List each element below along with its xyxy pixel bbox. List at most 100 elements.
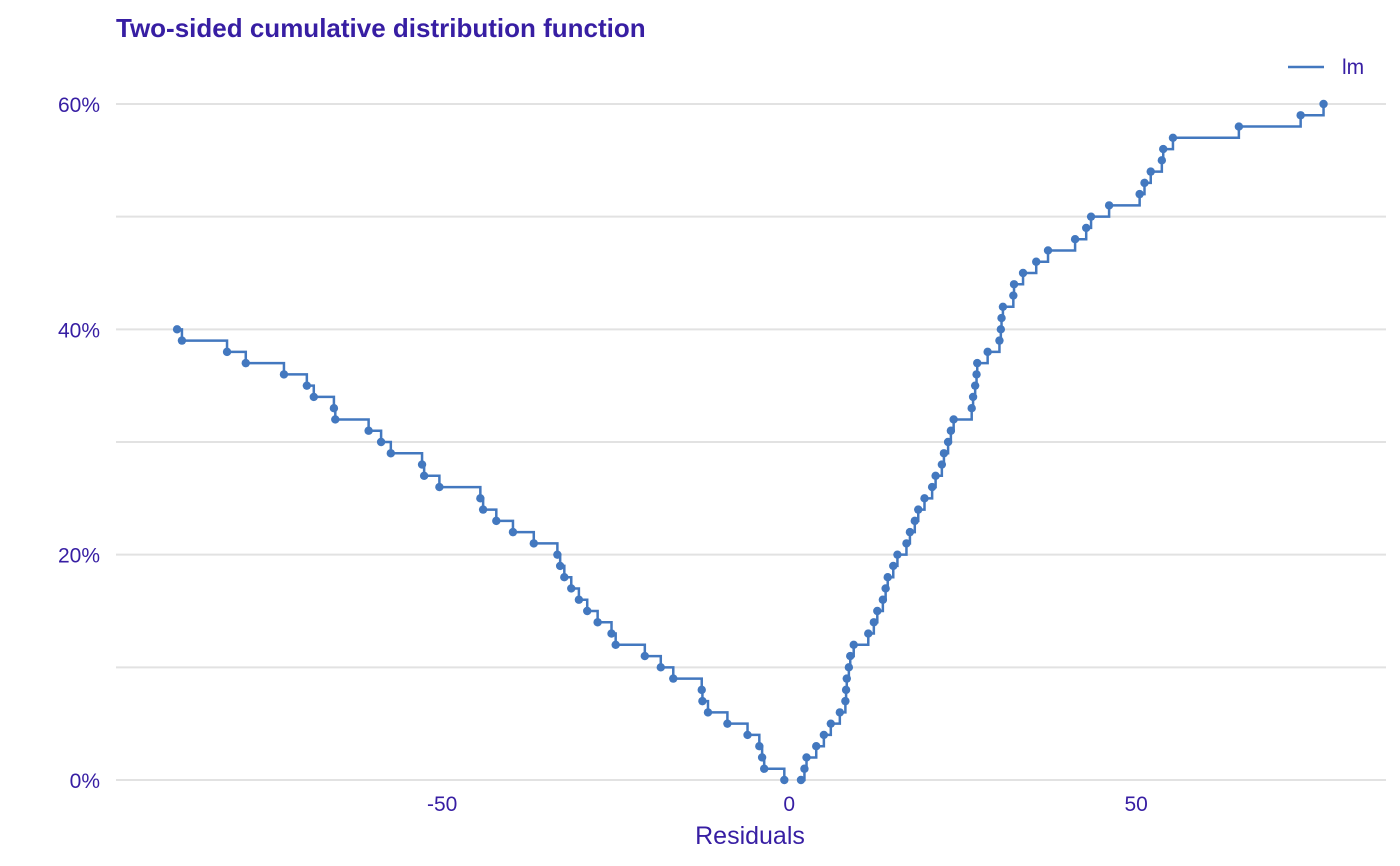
data-point	[697, 685, 706, 695]
data-point	[743, 730, 752, 740]
data-point	[910, 516, 919, 526]
data-point	[849, 640, 858, 649]
data-point	[996, 325, 1006, 334]
data-point	[967, 404, 976, 413]
chart-title: Two-sided cumulative distribution functi…	[116, 13, 646, 43]
data-point	[972, 370, 981, 379]
data-point	[567, 584, 576, 593]
data-point	[478, 505, 488, 514]
y-tick-label: 40%	[58, 319, 100, 342]
data-point	[841, 685, 851, 695]
data-point	[331, 415, 340, 424]
data-point	[937, 460, 947, 469]
data-point	[905, 527, 915, 537]
data-point	[826, 719, 836, 728]
data-point	[939, 449, 949, 458]
data-point	[997, 313, 1006, 323]
data-point	[555, 561, 565, 571]
data-point	[177, 336, 187, 345]
data-point	[1135, 189, 1144, 199]
data-point	[386, 449, 396, 458]
data-point	[364, 426, 373, 435]
series-lm-points	[172, 99, 1328, 785]
data-point	[998, 302, 1008, 311]
legend-label-lm: lm	[1342, 56, 1364, 79]
data-point	[844, 663, 854, 672]
data-point	[835, 708, 845, 717]
data-point	[560, 573, 569, 582]
data-point	[1070, 235, 1080, 244]
data-point	[698, 696, 707, 706]
data-point	[574, 595, 584, 604]
data-point	[983, 347, 992, 357]
y-tick-label: 60%	[58, 94, 100, 117]
data-point	[172, 325, 182, 334]
data-point	[417, 460, 427, 469]
data-point	[1159, 144, 1168, 154]
data-point	[329, 404, 339, 413]
data-point	[553, 550, 562, 559]
data-point	[309, 392, 318, 402]
data-point	[759, 764, 769, 773]
data-point	[492, 516, 501, 526]
x-axis-title: Residuals	[695, 822, 805, 850]
data-point	[302, 381, 312, 390]
data-point	[914, 505, 923, 514]
legend: lm	[1288, 56, 1364, 79]
data-point	[1081, 223, 1091, 233]
gridlines	[116, 103, 1386, 781]
data-point	[927, 482, 937, 492]
data-point	[583, 606, 592, 616]
data-point	[920, 494, 929, 503]
data-point	[435, 482, 444, 492]
data-point	[780, 775, 789, 785]
axis-ticks: 0% 20% 40% 60% -50 0 50	[58, 94, 1148, 816]
data-point	[1104, 201, 1114, 210]
data-point	[802, 753, 811, 762]
data-point	[1168, 133, 1178, 142]
data-point	[529, 539, 538, 548]
data-point	[723, 719, 732, 728]
data-point	[973, 358, 982, 368]
data-point	[476, 494, 485, 503]
data-point	[1140, 178, 1149, 188]
data-point	[819, 730, 829, 740]
data-point	[841, 696, 850, 706]
data-point	[755, 742, 764, 751]
data-point	[968, 392, 978, 402]
data-point	[1234, 122, 1244, 131]
data-point	[970, 381, 980, 390]
data-point	[846, 651, 855, 661]
data-point	[1043, 246, 1053, 255]
x-tick-label: 50	[1124, 793, 1147, 816]
data-point	[873, 606, 882, 616]
data-point	[881, 584, 890, 593]
data-point	[842, 674, 851, 683]
data-point	[878, 595, 888, 604]
data-point	[812, 742, 821, 751]
data-point	[1032, 257, 1041, 266]
data-point	[703, 708, 713, 717]
data-point	[796, 775, 806, 785]
data-point	[902, 539, 911, 548]
data-point	[869, 618, 879, 627]
y-tick-label: 0%	[70, 770, 100, 793]
data-point	[669, 674, 678, 683]
data-point	[889, 561, 898, 571]
data-point	[943, 437, 953, 447]
data-point	[1009, 280, 1019, 289]
data-point	[931, 471, 940, 480]
data-point	[611, 640, 620, 649]
data-point	[1018, 268, 1028, 278]
data-point	[893, 550, 902, 559]
data-point	[1086, 212, 1096, 221]
data-point	[593, 618, 602, 627]
data-point	[419, 471, 429, 480]
data-point	[1157, 156, 1167, 165]
data-point	[376, 437, 386, 447]
data-point	[1146, 167, 1155, 176]
data-point	[1296, 111, 1305, 120]
data-point	[279, 370, 289, 379]
x-tick-label: -50	[427, 793, 457, 816]
